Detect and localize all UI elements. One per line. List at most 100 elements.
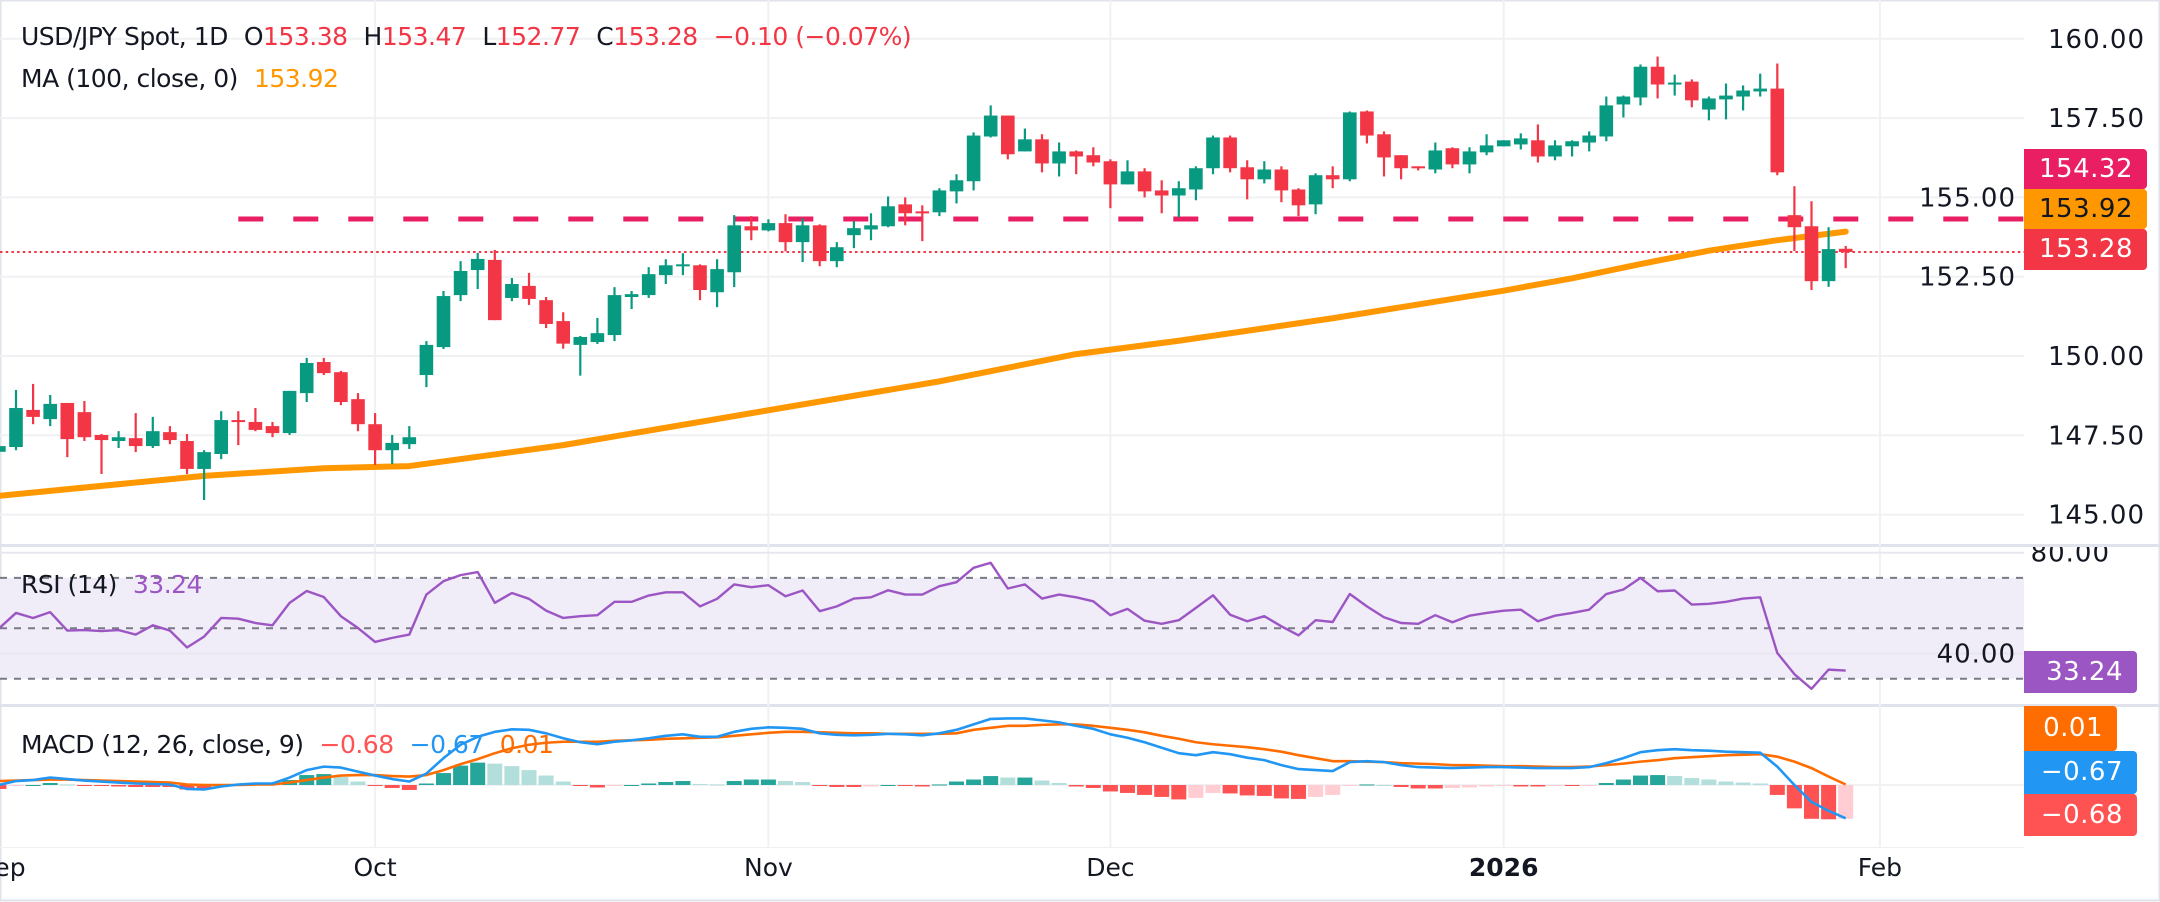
macd-histogram-bar bbox=[641, 783, 657, 785]
rsi-legend-label[interactable]: RSI (14) bbox=[21, 570, 117, 599]
symbol-title[interactable]: USD/JPY Spot, 1D bbox=[21, 22, 228, 51]
candle-bullish bbox=[299, 357, 314, 402]
ma-legend-label[interactable]: MA (100, close, 0) bbox=[21, 64, 238, 93]
macd-histogram-bar bbox=[128, 785, 144, 787]
time-axis-label: Nov bbox=[744, 853, 793, 882]
candle-body bbox=[1137, 171, 1152, 192]
candle-body bbox=[1753, 88, 1767, 92]
macd-histogram-bar bbox=[1718, 781, 1734, 785]
candle-body bbox=[1035, 139, 1049, 164]
candle-bearish bbox=[556, 312, 570, 349]
macd-histogram-bar bbox=[179, 785, 195, 790]
candle-body bbox=[1325, 175, 1340, 180]
macd-histogram-bar bbox=[59, 784, 75, 786]
candle-body bbox=[522, 285, 536, 299]
candle-body bbox=[488, 259, 502, 321]
candle-bullish bbox=[385, 434, 399, 465]
macd-histogram-bar bbox=[94, 785, 109, 786]
price-axis-label: 155.00 bbox=[1919, 183, 2016, 213]
macd-histogram-bar bbox=[1444, 785, 1460, 788]
candle-body bbox=[1616, 96, 1631, 105]
macd-histogram-bar bbox=[949, 781, 964, 785]
candle-body bbox=[317, 362, 331, 374]
candle-body bbox=[795, 225, 810, 243]
macd-histogram-bar bbox=[778, 781, 793, 785]
candle-bearish bbox=[1274, 166, 1289, 203]
candle-body bbox=[1257, 169, 1272, 180]
high-label: H bbox=[363, 22, 383, 51]
candle-bullish bbox=[1582, 131, 1596, 152]
candle-body bbox=[436, 296, 451, 348]
change-value: −0.10 (−0.07%) bbox=[713, 22, 912, 51]
candle-body bbox=[180, 441, 194, 469]
macd-histogram-bar bbox=[487, 763, 503, 785]
candle-body bbox=[111, 437, 126, 442]
macd-legend-label[interactable]: MACD (12, 26, close, 9) bbox=[21, 730, 304, 759]
candle-body bbox=[1394, 155, 1408, 169]
candle-body bbox=[419, 344, 434, 376]
macd-histogram-bar bbox=[521, 770, 537, 785]
candle-bullish bbox=[419, 341, 434, 388]
macd-histogram-bar bbox=[1102, 785, 1118, 792]
candle-body bbox=[932, 190, 947, 213]
macd-histogram-bar bbox=[1513, 785, 1529, 787]
candle-body bbox=[641, 274, 656, 296]
candle-body bbox=[9, 408, 23, 448]
macd-histogram-bar bbox=[1633, 775, 1648, 785]
candle-bearish bbox=[898, 197, 912, 226]
macd-histogram-bar bbox=[1684, 778, 1700, 785]
macd-histogram-bar bbox=[675, 781, 691, 785]
candle-body bbox=[197, 452, 211, 469]
candle-bullish bbox=[710, 259, 724, 308]
macd-histogram-bar bbox=[846, 785, 862, 787]
candle-body bbox=[282, 390, 297, 434]
candle-bullish bbox=[1616, 95, 1631, 118]
candle-bullish bbox=[607, 287, 622, 342]
candle-body bbox=[1308, 175, 1323, 205]
time-axis-label: Feb bbox=[1858, 853, 1902, 882]
candle-bearish bbox=[163, 426, 177, 445]
macd-histogram-bar bbox=[983, 776, 999, 785]
candle-body bbox=[453, 270, 468, 296]
candle-body bbox=[881, 206, 895, 227]
candle-body bbox=[1377, 134, 1391, 158]
rsi-value-tag: 33.24 bbox=[2024, 651, 2137, 693]
low-value: 152.77 bbox=[495, 22, 581, 51]
macd-histogram-bar bbox=[1581, 785, 1597, 786]
macd-histogram-bar bbox=[1325, 785, 1341, 795]
macd-histogram-bar bbox=[1359, 784, 1375, 786]
macd-histogram-bar bbox=[726, 781, 742, 785]
candle-bullish bbox=[1206, 135, 1220, 175]
candle-bearish bbox=[1804, 201, 1819, 291]
macd-histogram-bar bbox=[829, 785, 845, 787]
macd-legend-macd: −0.67 bbox=[409, 730, 485, 759]
macd-histogram-bar bbox=[1667, 776, 1683, 785]
candle-bullish bbox=[9, 389, 23, 451]
candle-bullish bbox=[847, 221, 861, 249]
candle-body bbox=[710, 269, 724, 293]
macd-histogram-bar bbox=[760, 779, 776, 785]
candle-bullish bbox=[1633, 64, 1648, 106]
macd-histogram-bar bbox=[1376, 785, 1392, 786]
candle-body bbox=[1274, 169, 1289, 191]
candle-body bbox=[1291, 189, 1306, 206]
candle-bearish bbox=[1240, 160, 1254, 200]
macd-histogram-bar bbox=[504, 766, 520, 785]
macd-histogram-bar bbox=[453, 765, 469, 785]
macd-histogram-bar bbox=[1154, 785, 1170, 797]
candle-body bbox=[60, 402, 75, 440]
candle-body bbox=[231, 420, 246, 423]
candle-body bbox=[1001, 115, 1015, 155]
candle-body bbox=[1633, 66, 1648, 98]
candle-body bbox=[761, 223, 776, 231]
candle-bearish bbox=[334, 370, 348, 406]
macd-histogram-bar bbox=[1701, 779, 1717, 785]
candle-body bbox=[505, 283, 519, 298]
candle-body bbox=[94, 434, 109, 441]
macd-histogram-bar bbox=[25, 785, 41, 786]
time-axis-label: 2026 bbox=[1469, 853, 1539, 882]
candle-bearish bbox=[231, 411, 246, 446]
candle-body bbox=[590, 333, 605, 343]
